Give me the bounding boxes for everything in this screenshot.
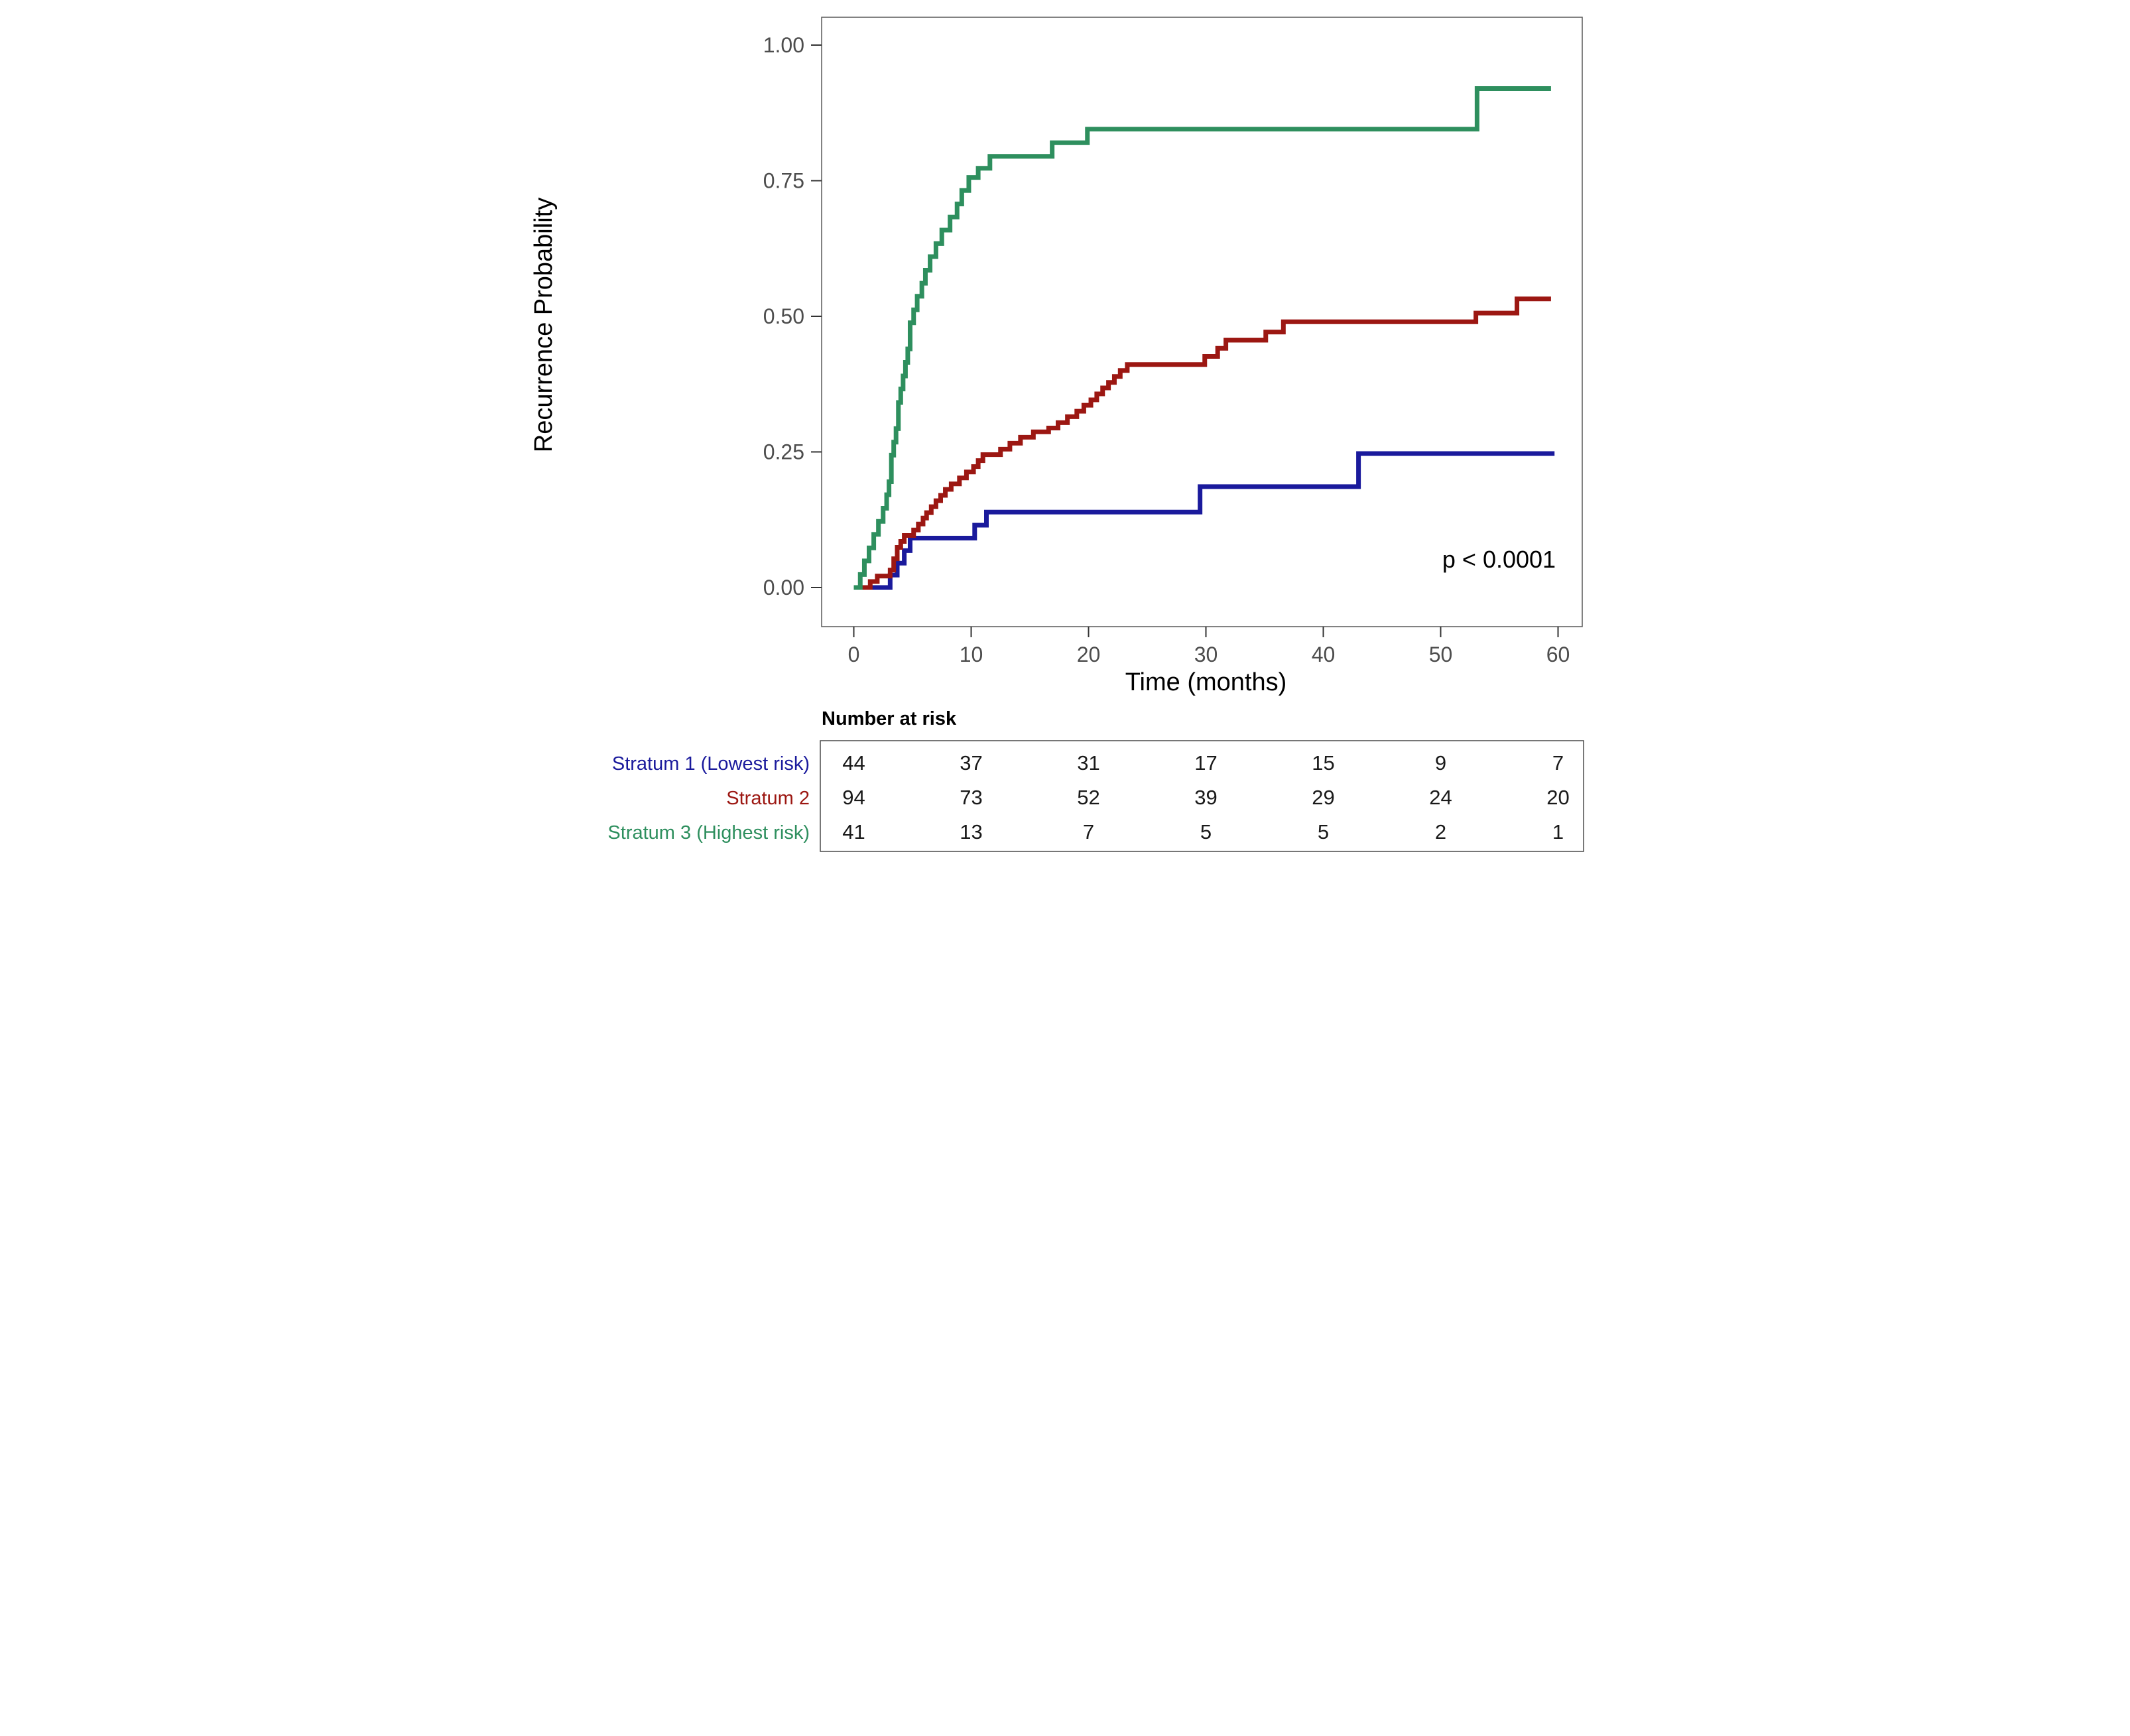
km-curves-group	[853, 86, 1555, 590]
y-tick-label: 0.50	[763, 304, 804, 328]
x-axis-ticks	[853, 627, 1559, 637]
risk-table-row-3: 41 13 7 5 5 2 1	[842, 820, 1564, 843]
risk-row-label-stratum-3: Stratum 3 (Highest risk)	[607, 822, 810, 843]
risk-count: 1	[1552, 820, 1564, 843]
x-tick-label: 10	[960, 643, 983, 666]
risk-count: 94	[842, 786, 865, 809]
risk-count: 17	[1194, 751, 1217, 775]
risk-count: 20	[1546, 786, 1569, 809]
risk-table-row-2: 94 73 52 39 29 24 20	[842, 786, 1569, 809]
risk-count: 44	[842, 751, 865, 775]
y-axis-title: Recurrence Probability	[532, 198, 558, 452]
km-plot-svg: 1.00 0.75 0.50 0.25 0.00 0 10 20 30 40 5…	[532, 17, 1584, 852]
y-tick-label: 0.25	[763, 440, 804, 464]
risk-count: 7	[1083, 820, 1094, 843]
risk-count: 52	[1077, 786, 1099, 809]
km-recurrence-figure: 1.00 0.75 0.50 0.25 0.00 0 10 20 30 40 5…	[532, 0, 1598, 868]
y-tick-label: 0.75	[763, 169, 804, 193]
y-tick-label: 1.00	[763, 33, 804, 57]
risk-count: 73	[960, 786, 982, 809]
x-tick-label: 40	[1312, 643, 1336, 666]
km-curve-stratum-3-highest-risk	[853, 86, 1551, 590]
risk-count: 5	[1318, 820, 1329, 843]
x-axis-labels: 0 10 20 30 40 50 60	[848, 643, 1570, 666]
risk-count: 31	[1077, 751, 1099, 775]
y-tick-label: 0.00	[763, 576, 804, 599]
risk-count: 29	[1312, 786, 1334, 809]
x-tick-label: 60	[1546, 643, 1570, 666]
x-tick-label: 0	[848, 643, 860, 666]
y-axis-ticks	[811, 44, 822, 588]
risk-table-row-labels: Stratum 1 (Lowest risk) Stratum 2 Stratu…	[607, 753, 810, 843]
x-tick-label: 50	[1429, 643, 1453, 666]
risk-count: 39	[1194, 786, 1217, 809]
risk-count: 41	[842, 820, 865, 843]
risk-count: 13	[960, 820, 982, 843]
risk-table-box	[820, 740, 1584, 852]
x-tick-label: 30	[1194, 643, 1218, 666]
risk-table-header: Number at risk	[822, 708, 957, 729]
km-curve-stratum-2	[853, 296, 1551, 590]
risk-row-label-stratum-2: Stratum 2	[726, 788, 810, 809]
km-curve-stratum-1-lowest-risk	[853, 451, 1555, 590]
risk-count: 2	[1435, 820, 1446, 843]
risk-count: 37	[960, 751, 982, 775]
risk-count: 7	[1552, 751, 1564, 775]
x-tick-label: 20	[1077, 643, 1101, 666]
risk-count: 9	[1435, 751, 1446, 775]
risk-count: 24	[1429, 786, 1452, 809]
risk-row-label-stratum-1: Stratum 1 (Lowest risk)	[612, 753, 810, 775]
risk-table-row-1: 44 37 31 17 15 9 7	[842, 751, 1564, 775]
x-axis-title: Time (months)	[1125, 668, 1287, 696]
y-axis-labels: 1.00 0.75 0.50 0.25 0.00	[763, 33, 804, 599]
risk-count: 5	[1200, 820, 1212, 843]
p-value-annotation: p < 0.0001	[1442, 546, 1556, 573]
risk-count: 15	[1312, 751, 1334, 775]
